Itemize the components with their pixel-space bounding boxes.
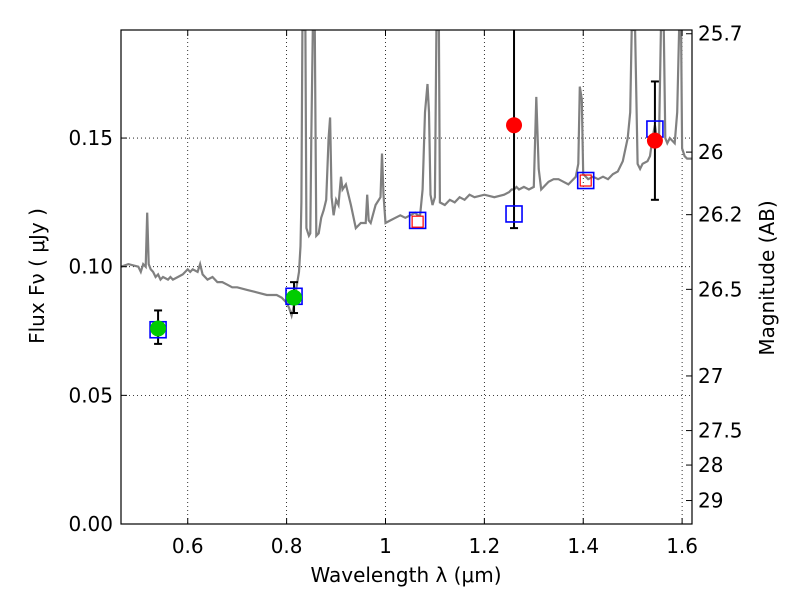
x-tick-label: 1.6	[666, 534, 698, 558]
mag-tick-label: 27	[698, 364, 723, 388]
model-box-4	[505, 205, 523, 223]
obs-point-2	[286, 289, 303, 306]
y-tick-label: 0.10	[68, 255, 113, 279]
obs-point-4	[646, 132, 663, 149]
mag-tick-label: 28	[698, 453, 723, 477]
mag-tick-label: 29	[698, 489, 723, 513]
model-box-3	[408, 211, 427, 230]
obs-point-1	[150, 320, 167, 337]
obs-box-1	[411, 215, 424, 228]
x-tick-label: 1.2	[468, 534, 500, 558]
y-tick-label: 0.00	[68, 512, 113, 536]
model-box-5	[576, 171, 595, 190]
x-tick-label: 0.6	[172, 534, 204, 558]
obs-point-3	[506, 117, 523, 134]
model-spectrum	[121, 30, 692, 320]
y-tick-label: 0.05	[68, 383, 113, 407]
observed-points	[150, 117, 663, 337]
y-axis-label-right: Magnitude (AB)	[755, 200, 779, 355]
mag-tick-label: 27.5	[698, 419, 743, 443]
model-boxes	[149, 120, 664, 339]
grid-lines	[121, 30, 692, 524]
y-axis-label-left: Flux Fν ( μJy )	[25, 208, 49, 344]
obs-box-2	[579, 174, 592, 187]
x-tick-label: 1.4	[567, 534, 599, 558]
y-tick-label: 0.15	[68, 126, 113, 150]
mag-tick-label: 25.7	[698, 22, 743, 46]
mag-tick-label: 26	[698, 140, 723, 164]
x-tick-label: 0.8	[271, 534, 303, 558]
axes: 0.6 0.8 1 1.2 1.4 1.6 0.00 0.05 0.10 0.15 25.7 26 26…	[68, 22, 742, 558]
mag-tick-label: 26.2	[698, 203, 743, 227]
x-tick-label: 1	[379, 534, 392, 558]
x-axis-label: Wavelength λ (μm)	[310, 563, 501, 587]
spectrum-layer	[121, 30, 692, 320]
plot-frame	[120, 29, 693, 525]
mag-tick-label: 26.5	[698, 277, 743, 301]
